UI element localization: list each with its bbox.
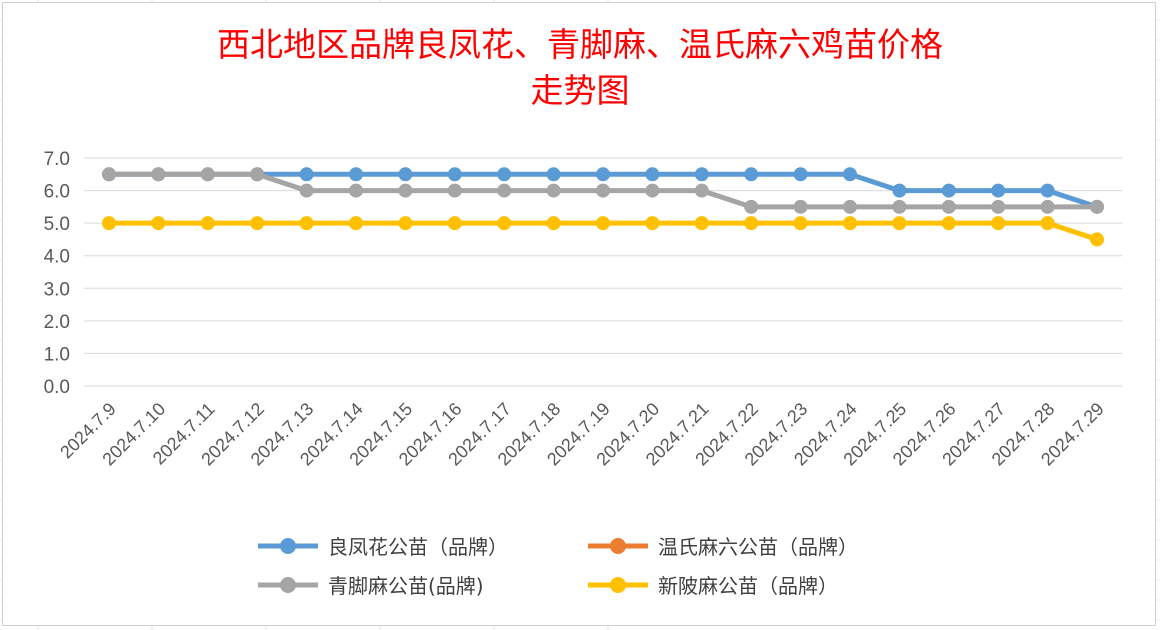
data-point <box>694 167 709 182</box>
chart-title-line-2: 走势图 <box>530 71 630 110</box>
data-point <box>991 183 1006 198</box>
data-point <box>497 216 512 231</box>
data-point <box>892 183 907 198</box>
y-tick-label: 0.0 <box>44 377 70 398</box>
series-4 <box>102 216 1104 247</box>
data-point <box>497 183 512 198</box>
y-tick-label: 2.0 <box>44 312 70 333</box>
data-point <box>447 216 462 231</box>
data-point <box>398 216 413 231</box>
y-tick-label: 6.0 <box>44 182 70 203</box>
y-tick-label: 7.0 <box>44 149 70 170</box>
data-point <box>299 183 314 198</box>
data-point <box>299 167 314 182</box>
data-point <box>546 216 561 231</box>
data-point <box>1090 232 1104 247</box>
legend-entry[interactable]: 新陂麻公苗（品牌） <box>588 574 838 598</box>
data-point <box>200 167 215 182</box>
data-point <box>941 183 956 198</box>
data-point <box>398 167 413 182</box>
data-point <box>596 167 610 182</box>
data-point <box>299 216 314 231</box>
series-3 <box>102 167 1104 214</box>
data-point <box>250 216 265 231</box>
legend-entry[interactable]: 良凤花公苗（品牌） <box>258 535 508 559</box>
data-point <box>645 183 660 198</box>
data-point <box>744 167 759 182</box>
data-point <box>447 167 462 182</box>
data-point <box>892 216 907 231</box>
legend-entry[interactable]: 温氏麻六公苗（品牌） <box>588 535 858 559</box>
legend-label: 青脚麻公苗(品牌) <box>328 574 484 598</box>
legend-marker <box>280 538 296 554</box>
data-point <box>645 167 660 182</box>
data-point <box>546 183 561 198</box>
legend-marker <box>610 577 626 593</box>
data-point <box>349 216 363 231</box>
y-tick-label: 3.0 <box>44 279 70 300</box>
data-point <box>843 167 857 182</box>
chart-title: 西北地区品牌良凤花、青脚麻、温氏麻六鸡苗价格 走势图 <box>0 22 1160 114</box>
data-point <box>892 199 907 214</box>
data-point <box>744 216 759 231</box>
legend-label: 良凤花公苗（品牌） <box>328 535 508 559</box>
y-tick-label: 4.0 <box>44 247 70 268</box>
data-point <box>398 183 413 198</box>
data-point <box>1040 183 1055 198</box>
data-point <box>843 216 857 231</box>
data-point <box>793 167 808 182</box>
data-point <box>596 183 610 198</box>
legend-label: 温氏麻六公苗（品牌） <box>658 535 858 559</box>
data-point <box>596 216 610 231</box>
data-point <box>793 199 808 214</box>
data-point <box>645 216 660 231</box>
data-point <box>793 216 808 231</box>
chart-title-line-1: 西北地区品牌良凤花、青脚麻、温氏麻六鸡苗价格 <box>217 25 943 64</box>
legend-label: 新陂麻公苗（品牌） <box>658 574 838 598</box>
data-point <box>1090 199 1104 214</box>
legend-marker <box>610 538 626 554</box>
legend-entry[interactable]: 青脚麻公苗(品牌) <box>258 574 484 598</box>
data-point <box>694 216 709 231</box>
data-point <box>1040 216 1055 231</box>
data-point <box>447 183 462 198</box>
data-point <box>200 216 215 231</box>
data-point <box>151 216 166 231</box>
data-point <box>250 167 265 182</box>
data-point <box>1040 199 1055 214</box>
data-point <box>497 167 512 182</box>
data-point <box>102 216 116 231</box>
data-point <box>941 216 956 231</box>
data-point <box>843 199 857 214</box>
data-point <box>349 167 363 182</box>
data-point <box>102 167 116 182</box>
y-tick-label: 5.0 <box>44 214 70 235</box>
data-point <box>941 199 956 214</box>
data-point <box>546 167 561 182</box>
data-point <box>151 167 166 182</box>
data-point <box>991 199 1006 214</box>
y-tick-label: 1.0 <box>44 344 70 365</box>
legend-marker <box>280 577 296 593</box>
data-point <box>744 199 759 214</box>
data-point <box>349 183 363 198</box>
data-point <box>991 216 1006 231</box>
data-point <box>694 183 709 198</box>
